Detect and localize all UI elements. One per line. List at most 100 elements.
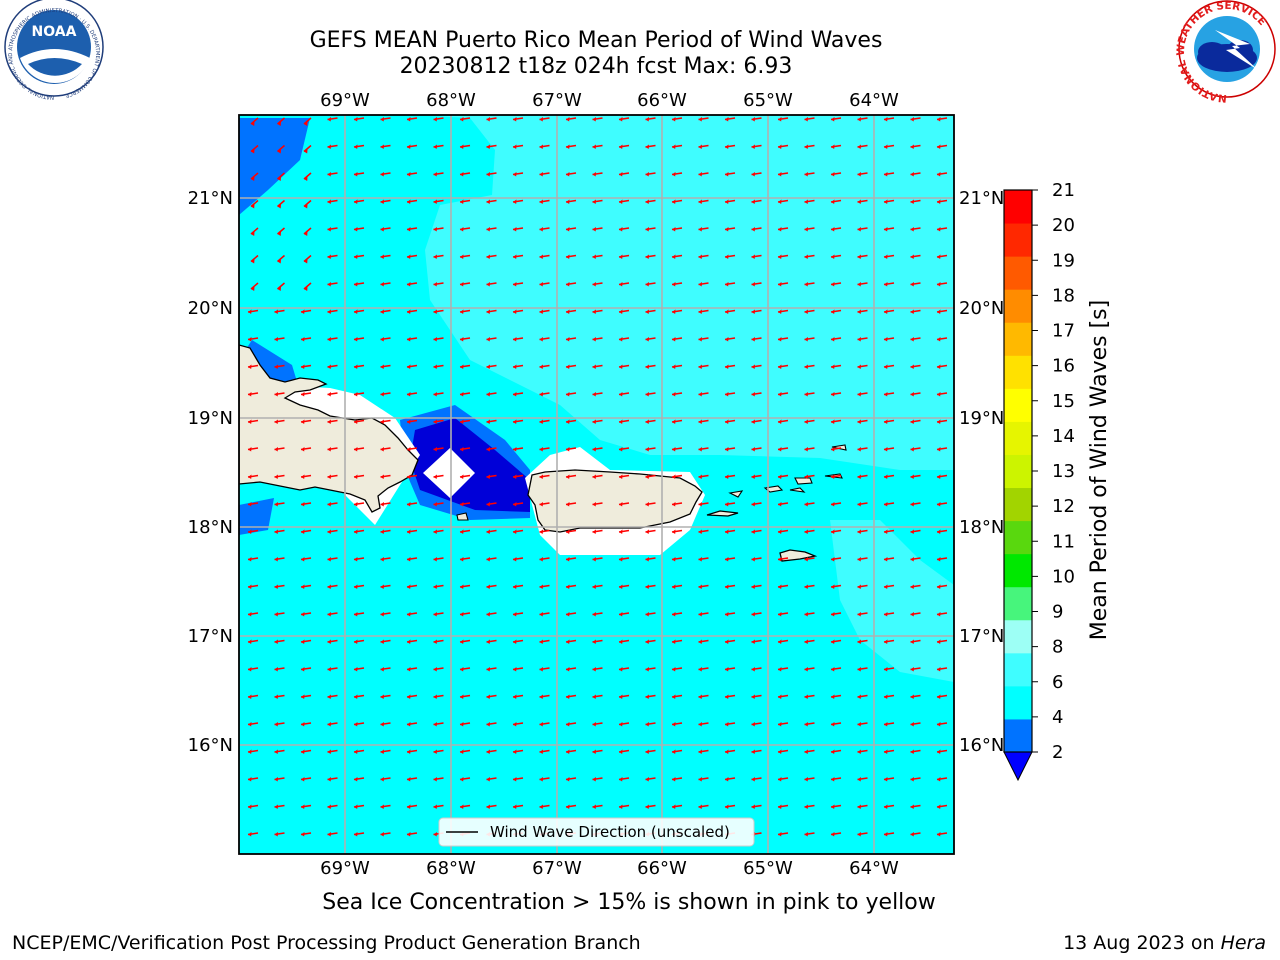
- wave-arrowhead: [857, 557, 861, 562]
- wave-arrowhead: [672, 694, 676, 699]
- wave-arrowhead: [539, 337, 543, 342]
- wave-arrowhead: [301, 722, 305, 727]
- lat-tick-left: 16°N: [188, 735, 233, 756]
- wave-arrowhead: [327, 364, 331, 369]
- colorbar-tick-label: 17: [1052, 321, 1075, 342]
- colorbar: 2 4 6 8 9 10 11 12 13 14 15 16 17 18 19 20 21: [1003, 180, 1075, 782]
- wave-arrowhead: [486, 612, 490, 617]
- wave-arrowhead: [539, 227, 543, 232]
- land-vieques: [706, 510, 739, 517]
- wave-arrowhead: [407, 804, 411, 809]
- wave-arrow: [277, 282, 285, 290]
- wave-arrowhead: [857, 117, 861, 122]
- wave-arrowhead: [513, 804, 517, 809]
- wave-arrowhead: [354, 832, 358, 837]
- lon-tick-top: 65°W: [743, 90, 793, 111]
- lon-tick-top: 66°W: [637, 90, 687, 111]
- wave-arrowhead: [937, 557, 941, 562]
- wave-arrowhead: [539, 254, 543, 259]
- wave-arrowhead: [751, 777, 755, 782]
- wave-arrowhead: [539, 502, 543, 507]
- wave-arrowhead: [831, 722, 835, 727]
- wave-arrowhead: [751, 144, 755, 149]
- wave-arrowhead: [937, 282, 941, 287]
- wave-arrowhead: [910, 144, 914, 149]
- wave-arrowhead: [592, 474, 596, 479]
- wave-arrowhead: [407, 254, 411, 259]
- colorbar-tick-label: 4: [1052, 707, 1063, 728]
- wave-arrowhead: [513, 722, 517, 727]
- wave-arrowhead: [301, 392, 305, 397]
- wave-arrowhead: [274, 337, 278, 342]
- wave-arrowhead: [460, 309, 464, 314]
- wave-arrow: [277, 144, 285, 153]
- wave-arrowhead: [251, 204, 255, 209]
- wave-arrowhead: [884, 474, 888, 479]
- wave-arrowhead: [513, 639, 517, 644]
- wave-arrowhead: [751, 502, 755, 507]
- wave-arrowhead: [619, 612, 623, 617]
- wave-arrowhead: [301, 612, 305, 617]
- wave-arrowhead: [486, 309, 490, 314]
- wave-arrowhead: [831, 172, 835, 177]
- wave-arrowhead: [513, 584, 517, 589]
- wave-arrowhead: [539, 117, 543, 122]
- wave-arrowhead: [380, 282, 384, 287]
- wave-arrowhead: [884, 832, 888, 837]
- wave-arrowhead: [592, 639, 596, 644]
- lat-tick-right: 16°N: [959, 735, 1004, 756]
- wave-arrowhead: [778, 804, 782, 809]
- wave-arrowhead: [433, 749, 437, 754]
- wave-arrowhead: [301, 419, 305, 424]
- wave-arrowhead: [380, 639, 384, 644]
- wave-arrowhead: [248, 612, 252, 617]
- wave-arrowhead: [460, 392, 464, 397]
- lat-tick-right: 18°N: [959, 517, 1004, 538]
- wave-arrowhead: [937, 419, 941, 424]
- wave-arrowhead: [513, 309, 517, 314]
- wave-arrowhead: [619, 722, 623, 727]
- wave-arrowhead: [698, 667, 702, 672]
- wave-arrowhead: [380, 832, 384, 837]
- wave-arrowhead: [804, 502, 808, 507]
- wave-arrowhead: [725, 667, 729, 672]
- wave-arrowhead: [725, 419, 729, 424]
- wave-arrowhead: [804, 172, 808, 177]
- wave-arrowhead: [831, 557, 835, 562]
- wave-arrowhead: [937, 447, 941, 452]
- wave-arrowhead: [672, 612, 676, 617]
- wave-arrowhead: [619, 694, 623, 699]
- wave-arrowhead: [301, 777, 305, 782]
- wave-arrowhead: [277, 286, 281, 291]
- wave-arrowhead: [804, 612, 808, 617]
- wave-arrowhead: [513, 337, 517, 342]
- wave-arrowhead: [539, 199, 543, 204]
- wave-arrowhead: [857, 227, 861, 232]
- wave-arrowhead: [304, 176, 308, 181]
- wave-arrowhead: [274, 392, 278, 397]
- wave-arrowhead: [804, 144, 808, 149]
- wave-arrowhead: [248, 309, 252, 314]
- colorbar-tick-label: 9: [1052, 602, 1063, 623]
- wave-arrowhead: [751, 392, 755, 397]
- wave-arrowhead: [486, 804, 490, 809]
- wave-arrowhead: [277, 259, 281, 264]
- wave-arrowhead: [380, 804, 384, 809]
- wave-arrowhead: [672, 474, 676, 479]
- wave-arrowhead: [672, 667, 676, 672]
- wave-arrowhead: [884, 667, 888, 672]
- wave-arrowhead: [566, 777, 570, 782]
- wave-arrowhead: [566, 722, 570, 727]
- wave-arrowhead: [301, 474, 305, 479]
- wave-arrowhead: [539, 282, 543, 287]
- wave-arrowhead: [672, 804, 676, 809]
- wave-arrowhead: [513, 474, 517, 479]
- wave-arrowhead: [857, 639, 861, 644]
- wave-arrowhead: [539, 667, 543, 672]
- wave-arrowhead: [380, 474, 384, 479]
- wave-arrowhead: [937, 474, 941, 479]
- wave-arrowhead: [251, 259, 255, 264]
- wave-arrowhead: [778, 392, 782, 397]
- colorbar-segment: [1004, 256, 1032, 290]
- lat-tick-left: 17°N: [188, 626, 233, 647]
